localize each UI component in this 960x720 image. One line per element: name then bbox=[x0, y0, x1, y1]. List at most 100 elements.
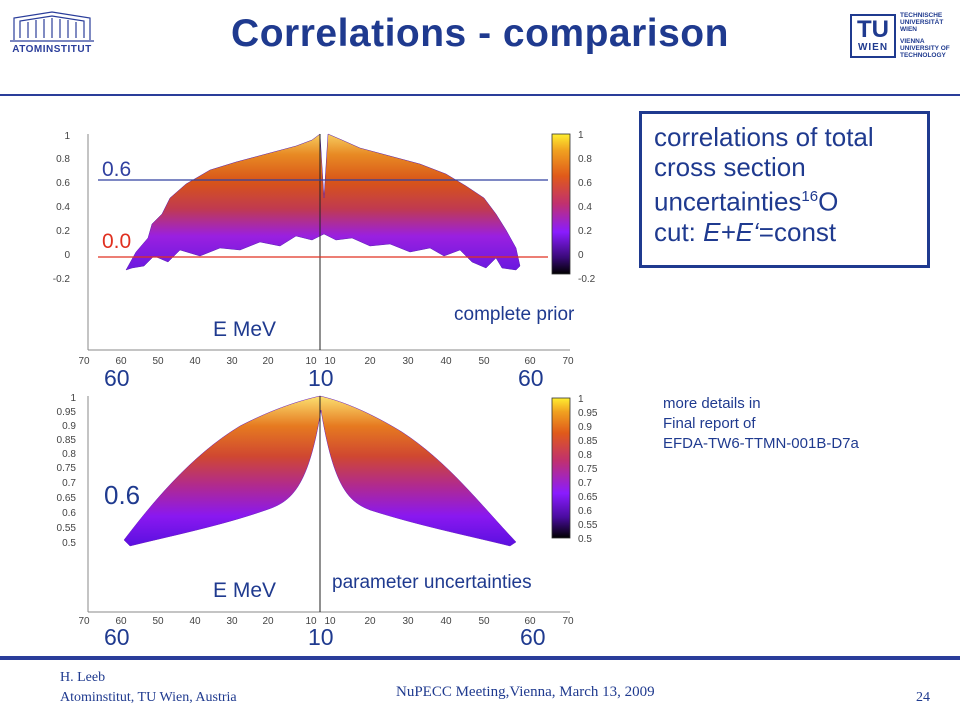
surface-parameter-uncertainties bbox=[123, 395, 517, 547]
cbar-top-tick-7: -0.2 bbox=[578, 274, 596, 283]
plot-complete-prior: 1 0.8 0.6 0.4 0.2 0 -0.2 70 60 50 40 30 … bbox=[53, 131, 574, 367]
cbar-bot-tick-1: 1 bbox=[578, 394, 584, 405]
details-note: more details in Final report of EFDA-TW6… bbox=[663, 394, 859, 454]
cbar-bot-tick-3: 0.9 bbox=[578, 422, 592, 433]
cbar-bot-tick-9: 0.6 bbox=[578, 506, 592, 517]
ytick-top-3: 0.6 bbox=[56, 178, 70, 189]
annotation-0-6-bottom: 0.6 bbox=[104, 480, 141, 510]
info-line-4: cut: E+E‘=const bbox=[654, 216, 837, 247]
xtick-top-2: 60 bbox=[115, 356, 127, 367]
cbar-top-tick-3: 0.6 bbox=[578, 178, 592, 189]
xtick-bot-9: 20 bbox=[364, 616, 376, 626]
tu-text-en-3: TECHNOLOGY bbox=[900, 52, 946, 60]
cbar-bot-tick-11: 0.5 bbox=[578, 534, 592, 544]
cbar-top-tick-6: 0 bbox=[578, 250, 584, 261]
xtick-top-14: 70 bbox=[562, 356, 574, 367]
cbar-bot-tick-10: 0.55 bbox=[578, 520, 598, 531]
cbar-top-tick-5: 0.2 bbox=[578, 226, 592, 237]
xtick-top-8: 10 bbox=[324, 356, 336, 367]
cbar-bot-tick-7: 0.7 bbox=[578, 478, 592, 489]
ytick-bot-2: 0.95 bbox=[57, 407, 77, 418]
cbar-bot-tick-2: 0.95 bbox=[578, 408, 598, 419]
surface-complete-prior bbox=[125, 133, 521, 271]
ytick-bot-9: 0.6 bbox=[62, 508, 76, 519]
cbar-bot-tick-8: 0.65 bbox=[578, 492, 598, 503]
tu-text-en-1: VIENNA bbox=[900, 37, 925, 45]
tu-text-de-1: TECHNISCHE bbox=[900, 12, 943, 19]
xtick-top-11: 40 bbox=[440, 356, 452, 367]
xtick-top-1: 70 bbox=[78, 356, 90, 367]
annotation-0-6-top: 0.6 bbox=[102, 158, 132, 181]
info-box: correlations of total cross section unce… bbox=[639, 111, 930, 268]
xtick-bot-12: 50 bbox=[478, 616, 490, 626]
tu-text-en-2: UNIVERSITY OF bbox=[900, 44, 950, 52]
atominstitut-logo: ATOMINSTITUT bbox=[6, 8, 98, 60]
ytick-top-5: 0.2 bbox=[56, 226, 70, 237]
footer-affiliation: Atominstitut, TU Wien, Austria bbox=[60, 690, 237, 705]
tu-mark-sub: WIEN bbox=[857, 42, 889, 53]
ytick-top-4: 0.4 bbox=[56, 202, 70, 213]
tu-text-de-3: WIEN bbox=[900, 26, 917, 34]
ytick-bot-5: 0.8 bbox=[62, 449, 76, 460]
plot-parameter-uncertainties: 1 0.95 0.9 0.85 0.8 0.75 0.7 0.65 0.6 0.… bbox=[57, 393, 574, 626]
xtick-top-7: 10 bbox=[305, 356, 317, 367]
ytick-top-7: -0.2 bbox=[53, 274, 71, 285]
xtick-bot-13: 60 bbox=[524, 616, 536, 626]
bigtick-top-left: 60 bbox=[104, 365, 130, 391]
xtick-bot-10: 30 bbox=[402, 616, 414, 626]
colorbar-bottom: 1 0.95 0.9 0.85 0.8 0.75 0.7 0.65 0.6 0.… bbox=[551, 394, 598, 544]
logo-text: ATOMINSTITUT bbox=[12, 44, 92, 55]
ytick-bot-1: 1 bbox=[70, 393, 76, 404]
cbar-bot-tick-6: 0.75 bbox=[578, 464, 598, 475]
tu-text-de-2: UNIVERSITÄT bbox=[900, 19, 944, 27]
xtick-top-13: 60 bbox=[524, 356, 536, 367]
cbar-top-tick-4: 0.4 bbox=[578, 202, 592, 213]
annotation-0-0-top: 0.0 bbox=[102, 230, 132, 253]
label-parameter-uncertainties: parameter uncertainties bbox=[332, 572, 532, 593]
xlabel-top: E MeV bbox=[213, 318, 277, 341]
label-complete-prior: complete prior bbox=[454, 304, 575, 325]
ytick-top-2: 0.8 bbox=[56, 154, 70, 165]
cbar-top-tick-1: 1 bbox=[578, 130, 584, 141]
xtick-top-6: 20 bbox=[262, 356, 274, 367]
xtick-bot-11: 40 bbox=[440, 616, 452, 626]
xtick-top-5: 30 bbox=[226, 356, 238, 367]
bigtick-bot-right: 60 bbox=[520, 624, 546, 650]
cbar-bot-tick-5: 0.8 bbox=[578, 450, 592, 461]
xtick-top-3: 50 bbox=[152, 356, 164, 367]
ytick-bot-3: 0.9 bbox=[62, 421, 76, 432]
ytick-bot-11: 0.5 bbox=[62, 538, 76, 549]
tu-wien-logo: TU WIEN TECHNISCHE UNIVERSITÄT WIEN VIEN… bbox=[850, 10, 954, 62]
info-line-2: cross section bbox=[654, 152, 806, 182]
xtick-bot-7: 10 bbox=[305, 616, 317, 626]
footer-divider bbox=[0, 656, 960, 660]
bigtick-bot-center: 10 bbox=[308, 624, 334, 650]
xtick-top-10: 30 bbox=[402, 356, 414, 367]
header-divider bbox=[0, 94, 960, 96]
xlabel-bottom: E MeV bbox=[213, 579, 277, 602]
page-title: Correlations - comparison bbox=[231, 12, 729, 55]
ytick-top-1: 1 bbox=[64, 131, 70, 142]
details-line-3: EFDA-TW6-TTMN-001B-D7a bbox=[663, 435, 859, 452]
footer-author: H. Leeb bbox=[60, 670, 106, 685]
xtick-bot-6: 20 bbox=[262, 616, 274, 626]
bigtick-top-center: 10 bbox=[308, 365, 334, 391]
xtick-bot-2: 60 bbox=[115, 616, 127, 626]
details-line-2: Final report of bbox=[663, 415, 756, 432]
xtick-bot-5: 30 bbox=[226, 616, 238, 626]
xtick-top-12: 50 bbox=[478, 356, 490, 367]
cbar-top-tick-2: 0.8 bbox=[578, 154, 592, 165]
colorbar-top: 1 0.8 0.6 0.4 0.2 0 -0.2 bbox=[551, 130, 596, 283]
ytick-bot-4: 0.85 bbox=[57, 435, 77, 446]
xtick-bot-1: 70 bbox=[78, 616, 90, 626]
tu-mark: TU bbox=[857, 16, 889, 43]
ytick-bot-6: 0.75 bbox=[57, 463, 77, 474]
ytick-bot-8: 0.65 bbox=[57, 493, 77, 504]
ytick-bot-10: 0.55 bbox=[57, 523, 77, 534]
xtick-bot-4: 40 bbox=[189, 616, 201, 626]
xtick-bot-3: 50 bbox=[152, 616, 164, 626]
info-line-1: correlations of total bbox=[654, 122, 874, 152]
cbar-bot-tick-4: 0.85 bbox=[578, 436, 598, 447]
bigtick-bot-left: 60 bbox=[104, 624, 130, 650]
xtick-bot-8: 10 bbox=[324, 616, 336, 626]
